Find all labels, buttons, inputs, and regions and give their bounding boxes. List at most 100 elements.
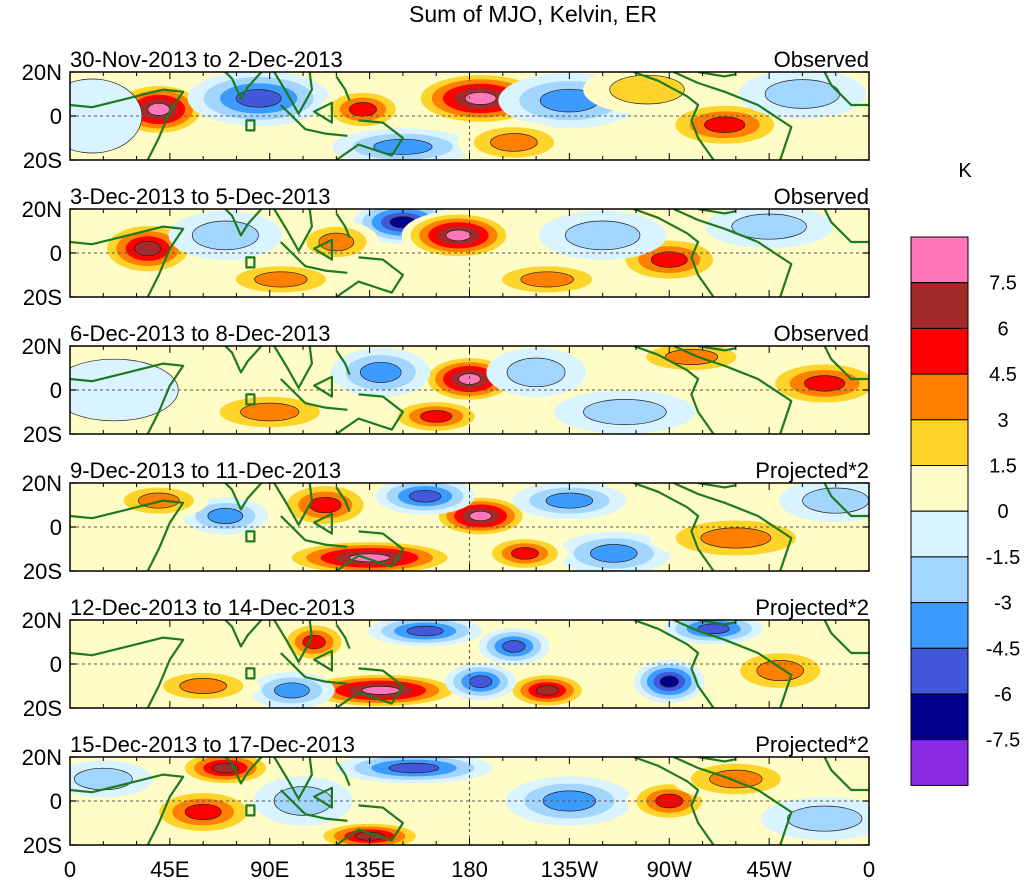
colorbar-swatch <box>910 327 969 375</box>
coastlines <box>70 620 869 708</box>
blob-5-4-outline <box>502 640 526 653</box>
colorbar-level-label: 4.5 <box>989 364 1017 386</box>
colorbar-swatch <box>910 465 969 512</box>
blob-4-10-outline <box>137 492 180 509</box>
borneo-coast <box>313 649 333 672</box>
india-coast <box>223 72 263 100</box>
blob-6-9-level-2 <box>787 806 862 832</box>
blob-6-4-level-5 <box>354 832 385 841</box>
field-4 <box>70 483 869 571</box>
blob-5-11-outline <box>179 678 227 694</box>
america-east-coast <box>673 483 793 571</box>
colorbar-level-label: -6 <box>994 684 1012 706</box>
blob-3-6-level-4 <box>804 375 845 392</box>
colorbar-level-label: 1.5 <box>989 456 1017 478</box>
blob-4-5-outline <box>545 492 594 509</box>
blob-5-1-level-6 <box>362 686 400 695</box>
colorbar-level-label: -3 <box>994 593 1012 615</box>
blob-3-2-outline <box>359 361 402 383</box>
colorbar: K 7.5 6 4.5 3 1.5 0 -1.5 -3 -4.5 -6 -7.5 <box>910 160 1020 786</box>
blob-6-2-level-4 <box>185 804 222 820</box>
philippines-coast <box>335 75 351 102</box>
west-africa-coast <box>823 757 869 792</box>
blob-2-4-level-6 <box>446 230 471 241</box>
blob-1-10-level-2 <box>609 75 685 104</box>
blob-2-3-level-3 <box>318 233 354 251</box>
blob-6-2-outline <box>184 803 222 821</box>
borneo-coast <box>313 101 333 124</box>
colorbar-swatch <box>910 419 969 466</box>
blob-1-11-level-1 <box>70 79 142 153</box>
blob-1-4-level-6 <box>465 92 497 105</box>
panel-date-label: 6-Dec-2013 to 8-Dec-2013 <box>70 321 330 346</box>
new-guinea-australia-coast <box>335 804 404 845</box>
america-west-coast <box>633 72 715 160</box>
blob-3-2-level-3 <box>360 362 402 383</box>
se-asia-coast <box>273 346 317 389</box>
blob-5-5-level-5 <box>660 676 679 688</box>
blob-5-3-level-4 <box>407 626 444 636</box>
y-tick-label: 20S <box>23 422 62 447</box>
colorbar-swatch <box>910 282 969 329</box>
west-africa-coast <box>823 346 869 381</box>
maldives-box <box>245 530 256 543</box>
blob-1-3-level-4 <box>349 102 377 117</box>
caribbean-coast <box>697 72 737 78</box>
blob-5-5-outline <box>659 675 679 688</box>
indonesia-coast <box>280 378 348 411</box>
america-east-coast <box>673 757 793 845</box>
maldives-box <box>245 256 256 269</box>
caribbean-coast <box>697 346 737 352</box>
blob-3-3-outline <box>506 357 566 388</box>
india-coast <box>223 483 263 511</box>
y-tick-label: 0 <box>50 515 62 540</box>
caribbean-coast <box>697 209 737 215</box>
maldives-box <box>245 804 256 817</box>
blob-6-9-outline <box>786 805 863 832</box>
y-tick-label: 20S <box>23 833 62 858</box>
field-3 <box>70 346 869 434</box>
new-guinea-australia-coast <box>335 119 404 160</box>
america-west-coast <box>633 620 715 708</box>
indonesia-coast <box>280 241 348 274</box>
panel-5: 20N 0 20S 12-Dec-2013 to 14-Dec-2013 Project… <box>22 595 870 721</box>
blob-3-5-outline <box>240 402 300 422</box>
blob-4-4-level-4 <box>409 490 441 503</box>
chart-title: Sum of MJO, Kelvin, ER <box>409 1 657 27</box>
blob-5-9-level-4 <box>697 623 730 634</box>
blob-2-10-level-2 <box>731 214 807 240</box>
blob-4-6-outline <box>590 544 638 563</box>
caribbean-coast <box>697 757 737 763</box>
maldives-box <box>245 393 256 406</box>
panel-2: 20N 0 20S 3-Dec-2013 to 5-Dec-2013 Observed <box>22 184 870 310</box>
x-tick-label: 45W <box>747 857 792 882</box>
west-africa-coast <box>823 483 869 518</box>
india-coast <box>223 346 263 374</box>
panel-3: 20N 0 20S 6-Dec-2013 to 8-Dec-2013 Observed <box>22 321 870 447</box>
blob-5-9-outline <box>697 623 730 635</box>
blob-1-8-outline <box>704 116 746 133</box>
blob-6-8-outline <box>709 769 763 789</box>
panels: 20N 0 20S 30-Nov-2013 to 2-Dec-2013 Observed… <box>22 47 870 858</box>
blob-3-8-level-3 <box>665 349 718 365</box>
blob-3-5-level-3 <box>240 403 299 421</box>
africa-coast <box>70 499 185 571</box>
y-tick-label: 20S <box>23 559 62 584</box>
coastlines <box>70 483 869 571</box>
se-asia-coast <box>273 757 317 800</box>
india-coast <box>223 620 263 648</box>
america-west-coast <box>633 483 715 571</box>
indonesia-coast <box>280 652 348 685</box>
philippines-coast <box>335 349 351 376</box>
colorbar-level-label: -4.5 <box>986 638 1020 660</box>
philippines-coast <box>335 486 351 513</box>
blob-5-6-level-5 <box>536 685 559 696</box>
blob-2-8-outline <box>254 271 308 288</box>
west-africa-coast <box>823 72 869 107</box>
y-tick-label: 20N <box>22 334 62 359</box>
panel-tag-label: Projected*2 <box>755 595 869 620</box>
blob-2-9-level-2 <box>192 221 259 250</box>
se-asia-coast <box>273 620 317 663</box>
y-tick-label: 0 <box>50 104 62 129</box>
y-tick-label: 0 <box>50 789 62 814</box>
